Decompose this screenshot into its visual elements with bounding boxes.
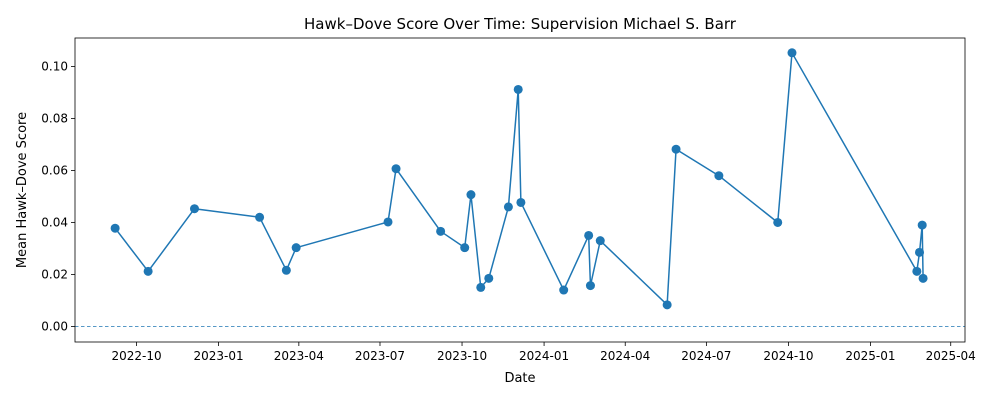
data-point xyxy=(460,243,470,253)
chart-title: Hawk–Dove Score Over Time: Supervision M… xyxy=(304,15,737,33)
x-tick-label: 2023-01 xyxy=(194,349,244,363)
data-point xyxy=(912,266,922,276)
y-tick-label: 0.04 xyxy=(41,215,68,229)
data-point xyxy=(787,48,797,58)
data-point xyxy=(391,164,401,174)
x-tick-label: 2023-07 xyxy=(355,349,405,363)
y-axis-title: Mean Hawk–Dove Score xyxy=(15,112,30,268)
data-point xyxy=(189,204,199,214)
data-point xyxy=(773,217,783,227)
data-point xyxy=(516,197,526,207)
data-point xyxy=(484,273,494,283)
y-tick-label: 0.00 xyxy=(41,319,68,333)
x-tick-label: 2023-04 xyxy=(274,349,324,363)
data-point xyxy=(918,273,928,283)
x-axis-title: Date xyxy=(504,371,535,386)
x-tick-label: 2024-01 xyxy=(519,349,569,363)
data-point xyxy=(110,223,120,233)
data-point xyxy=(915,247,925,257)
y-axis: 0.00 0.02 0.04 0.06 0.08 0.10 xyxy=(41,60,75,333)
data-point xyxy=(436,226,446,236)
x-tick-label: 2025-04 xyxy=(926,349,976,363)
x-tick-label: 2023-10 xyxy=(437,349,487,363)
data-point xyxy=(281,265,291,275)
data-point xyxy=(476,282,486,292)
data-point xyxy=(503,202,513,212)
data-point xyxy=(662,300,672,310)
data-point xyxy=(584,230,594,240)
x-tick-label: 2025-01 xyxy=(845,349,895,363)
x-axis: 2022-10 2023-01 2023-04 2023-07 2023-10 2024-… xyxy=(111,342,976,363)
x-tick-label: 2024-07 xyxy=(681,349,731,363)
data-point xyxy=(917,220,927,230)
y-tick-label: 0.06 xyxy=(41,164,68,178)
plot-area xyxy=(74,37,966,343)
data-point xyxy=(559,285,569,295)
y-tick-label: 0.02 xyxy=(41,267,68,281)
x-tick-label: 2024-04 xyxy=(600,349,650,363)
data-point xyxy=(585,281,595,291)
x-tick-label: 2022-10 xyxy=(111,349,161,363)
y-tick-label: 0.10 xyxy=(41,60,68,74)
data-point xyxy=(255,212,265,222)
plot-frame xyxy=(74,37,966,343)
data-point xyxy=(513,84,523,94)
data-point xyxy=(714,171,724,181)
data-point xyxy=(143,266,153,276)
y-tick-label: 0.08 xyxy=(41,112,68,126)
data-point xyxy=(595,236,605,246)
data-point xyxy=(466,190,476,200)
data-point xyxy=(383,217,393,227)
data-point xyxy=(671,144,681,154)
x-tick-label: 2024-10 xyxy=(763,349,813,363)
data-point xyxy=(291,243,301,253)
